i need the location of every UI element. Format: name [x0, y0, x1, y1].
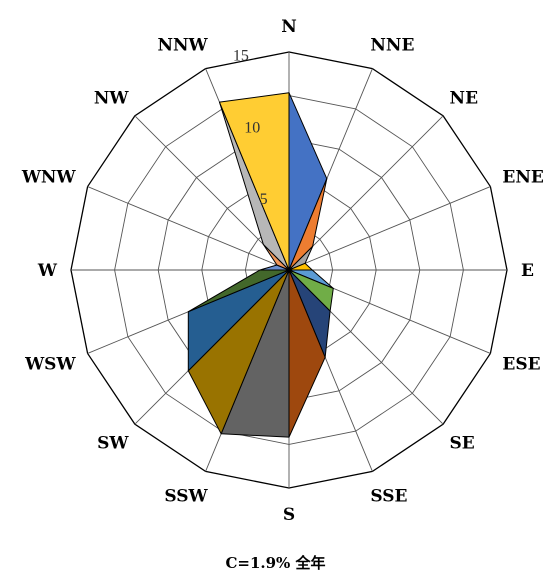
direction-labels: N NNE NE ENE E ESE SE SSE S SSW SW WSW W WNW NW NNW	[21, 17, 544, 525]
direction-label-e: E	[521, 261, 534, 281]
direction-label-w: W	[37, 261, 58, 281]
grid-spoke	[87, 186, 290, 271]
direction-label-s: S	[283, 505, 295, 525]
r-tick-label: 10	[244, 119, 260, 136]
direction-label-nne: NNE	[370, 36, 414, 56]
direction-label-n: N	[281, 17, 297, 37]
direction-label-ene: ENE	[502, 168, 543, 188]
direction-label-wnw: WNW	[21, 168, 77, 188]
sector-nnw	[218, 92, 290, 271]
direction-label-nnw: NNW	[157, 36, 208, 56]
direction-label-wsw: WSW	[24, 354, 76, 374]
direction-label-sw: SW	[97, 434, 129, 454]
direction-label-sse: SSE	[370, 486, 407, 506]
grid-spoke	[288, 186, 491, 271]
r-tick-label: 5	[260, 191, 268, 208]
chart-caption: C=1.9% 全年	[225, 554, 326, 572]
direction-label-nw: NW	[94, 88, 130, 108]
direction-label-se: SE	[450, 434, 475, 454]
chart-sectors	[187, 92, 334, 438]
direction-label-ese: ESE	[502, 354, 540, 374]
grid-spoke	[288, 115, 444, 271]
radial-tick-labels: 5 10 15	[233, 48, 268, 209]
direction-label-ne: NE	[450, 88, 479, 108]
r-tick-label: 15	[233, 48, 249, 65]
direction-label-ssw: SSW	[164, 486, 208, 506]
